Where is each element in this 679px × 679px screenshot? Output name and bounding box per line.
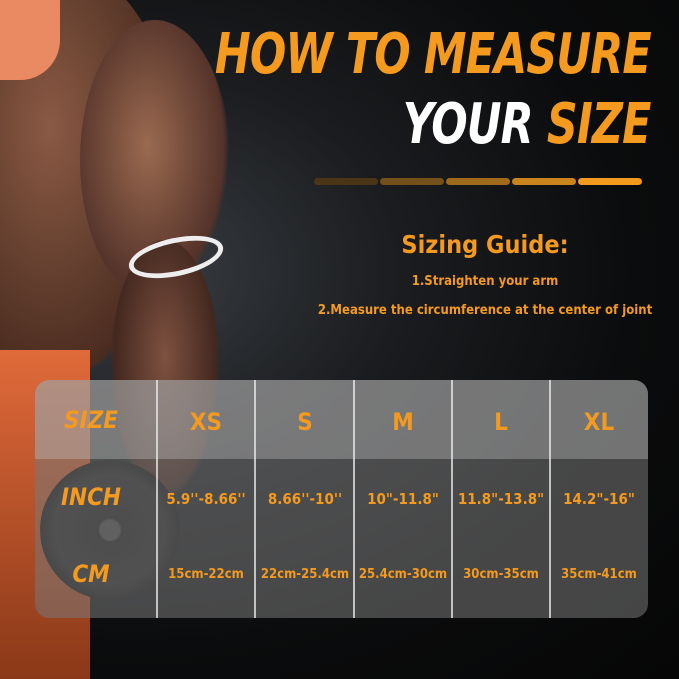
divider-segment — [314, 178, 378, 185]
headline-size: SIZE — [547, 92, 652, 157]
row-label-size: SIZE — [64, 406, 118, 434]
column-divider — [451, 380, 453, 618]
divider-segment — [380, 178, 444, 185]
inch-l: 11.8"-13.8" — [457, 490, 545, 508]
guide-step-2: 2.Measure the circumference at the cente… — [317, 303, 653, 318]
column-divider — [353, 380, 355, 618]
headline-your: YOUR — [403, 92, 534, 157]
cm-l: 30cm-35cm — [463, 567, 539, 582]
inch-s: 8.66''-10'' — [267, 490, 343, 508]
inch-xl: 14.2"-16" — [563, 490, 635, 508]
divider-segment — [446, 178, 510, 185]
divider-segment — [578, 178, 642, 185]
row-label-cm: CM — [72, 560, 110, 588]
headline-line2: YOUR SIZE — [403, 92, 652, 157]
inch-xs: 5.9''-8.66'' — [166, 490, 246, 508]
column-divider — [156, 380, 158, 618]
cm-xl: 35cm-41cm — [561, 567, 637, 582]
cm-m: 25.4cm-30cm — [358, 567, 448, 582]
size-xs: XS — [189, 408, 223, 436]
size-xl: XL — [583, 408, 615, 436]
row-label-inch: INCH — [60, 483, 122, 511]
headline-line1: HOW TO MEASURE — [215, 22, 652, 87]
column-divider — [254, 380, 256, 618]
size-chart-table: SIZE INCH CM XS S M L XL 5.9''-8.66'' 8.… — [35, 380, 648, 618]
column-divider — [549, 380, 551, 618]
inch-m: 10"-11.8" — [367, 490, 439, 508]
guide-step-1: 1.Straighten your arm — [411, 274, 559, 289]
divider-segment — [512, 178, 576, 185]
cm-xs: 15cm-22cm — [168, 567, 244, 582]
table-header-row — [35, 380, 648, 459]
size-s: S — [297, 408, 313, 436]
guide-heading: Sizing Guide: — [401, 230, 569, 259]
cm-s: 22cm-25.4cm — [260, 567, 350, 582]
size-m: M — [392, 408, 414, 436]
size-l: L — [494, 408, 508, 436]
